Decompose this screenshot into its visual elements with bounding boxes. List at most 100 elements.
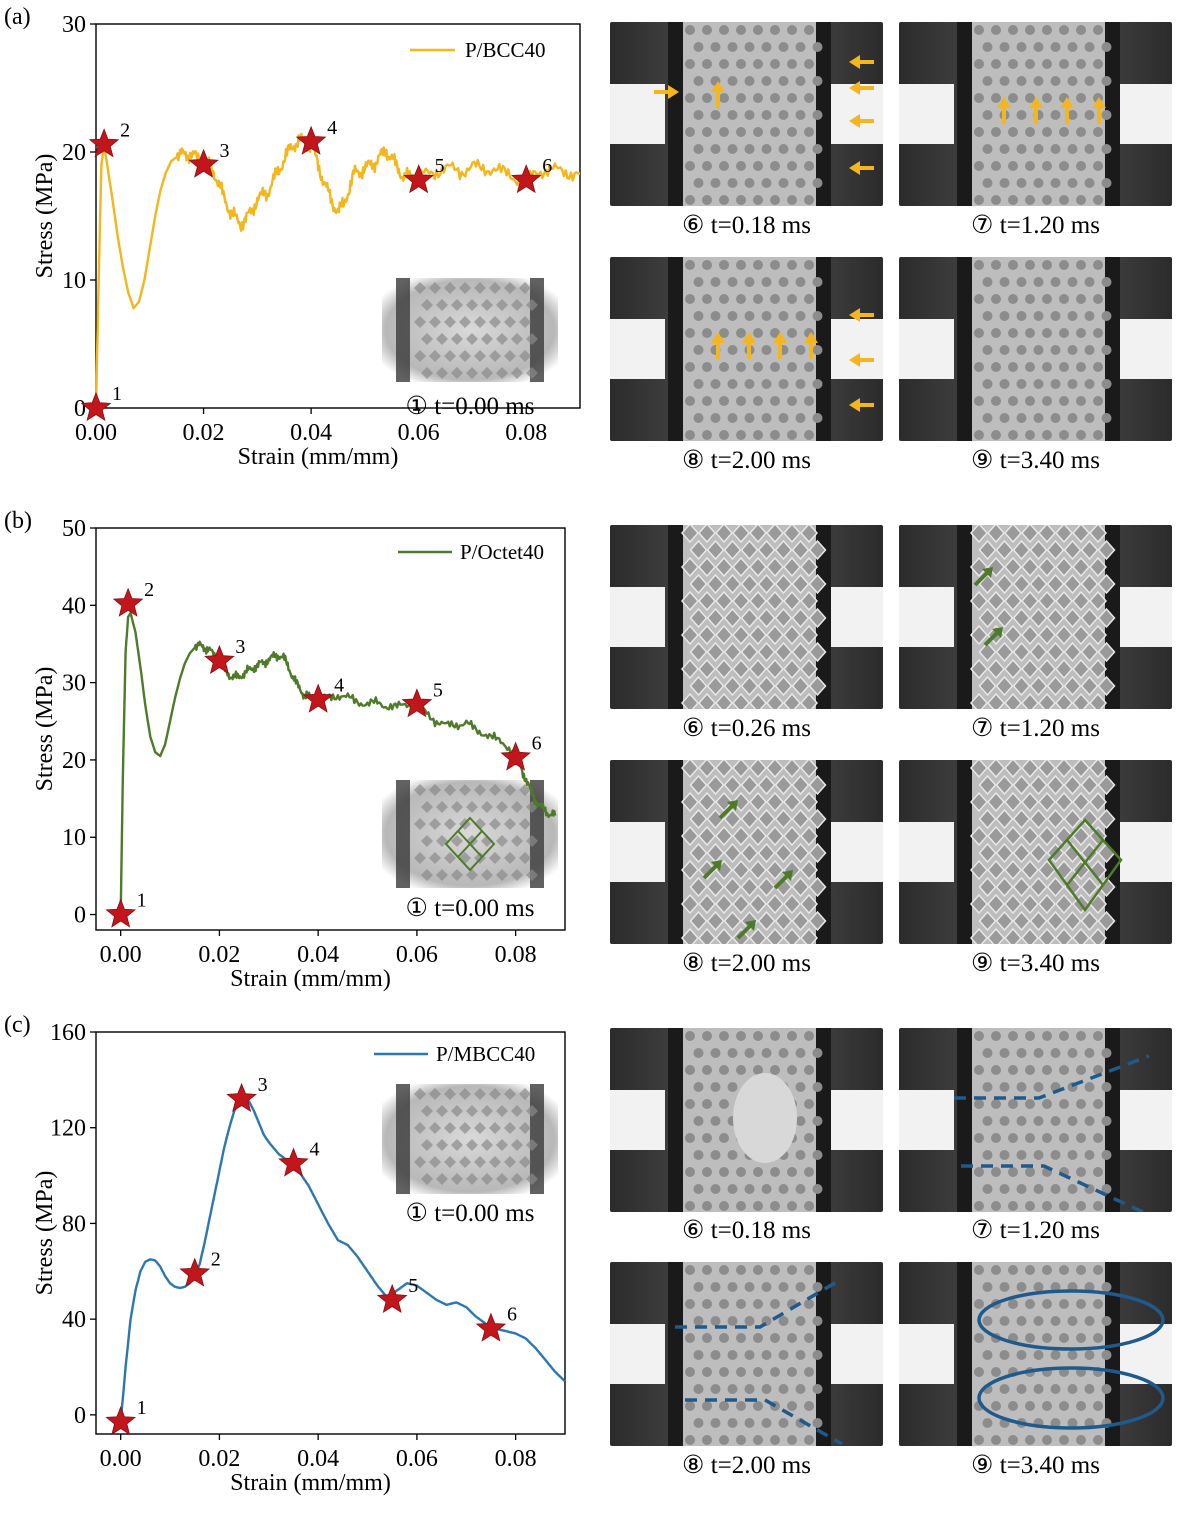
x-tick-label: 0.06 [396,942,438,968]
x-axis-label: Strain (mm/mm) [238,444,399,470]
frame-caption: ⑦ t=1.20 ms [971,715,1100,742]
stage-marker-4 [278,1147,309,1177]
camera-frame-c-6 [610,1028,883,1212]
y-axis-label: Stress (MPa) [32,1171,58,1296]
y-tick-label: 40 [62,1307,86,1333]
x-tick-label: 0.04 [297,942,339,968]
x-tick-label: 0.08 [495,942,537,968]
camera-frame-a-9 [899,257,1172,441]
stage-marker-1 [80,391,112,421]
stage-marker-label: 2 [144,579,154,601]
y-tick-label: 160 [50,1020,86,1046]
plot-frame [95,23,581,409]
plot-frame [95,1031,566,1435]
stage-marker-label: 5 [435,155,445,177]
x-tick-label: 0.00 [75,420,117,446]
series-line-p-bcc40 [94,132,581,409]
stage-marker-label: 4 [334,675,344,697]
stage-marker-3 [188,148,219,178]
stage-marker-label: 1 [137,1397,147,1419]
y-tick-label: 50 [62,516,86,542]
series-line-p-octet40 [119,611,557,915]
panel-label-b: (b) [4,508,32,534]
stage-marker-1 [105,1405,137,1436]
stage-marker-5 [376,1283,408,1313]
y-tick-label: 0 [74,1403,86,1429]
camera-frame-b-9 [899,760,1172,944]
frame-caption: ⑧ t=2.00 ms [682,950,811,977]
x-tick-label: 0.04 [290,420,332,446]
legend-label: P/BCC40 [465,38,546,62]
stage-marker-3 [204,644,235,674]
stage-marker-3 [226,1082,257,1112]
stage-marker-label: 3 [258,1074,268,1096]
stage-marker-4 [295,125,327,155]
y-axis-label: Stress (MPa) [32,667,58,792]
inset-caption: ① t=0.00 ms [406,393,535,420]
stage-marker-label: 6 [542,155,552,177]
camera-frame-a-7 [899,22,1172,206]
stage-marker-label: 2 [211,1249,221,1271]
stage-marker-label: 2 [120,119,130,141]
frame-caption: ⑥ t=0.26 ms [682,715,811,742]
y-tick-label: 30 [62,12,86,38]
panel-label-a: (a) [4,4,31,30]
y-tick-label: 30 [62,671,86,697]
frame-caption: ⑦ t=1.20 ms [971,212,1100,239]
x-tick-label: 0.00 [100,942,142,968]
stage-marker-label: 6 [532,733,542,755]
stage-marker-label: 5 [408,1275,418,1297]
camera-frame-c-7 [899,1028,1172,1212]
stage-marker-label: 5 [433,679,443,701]
x-tick-label: 0.06 [396,1446,438,1472]
specimen-inset-image [382,1084,558,1194]
y-tick-label: 20 [62,140,86,166]
frame-caption: ⑥ t=0.18 ms [682,1217,811,1244]
x-tick-label: 0.08 [505,420,547,446]
stage-marker-label: 3 [220,140,230,162]
panel-label-c: (c) [4,1012,31,1038]
y-tick-label: 80 [62,1211,86,1237]
y-axis-label: Stress (MPa) [32,154,58,279]
x-tick-label: 0.06 [398,420,440,446]
stress-strain-chart-bcc40: 0.00 0.02 0.04 0.06 0.08 0 10 20 30 Strain (mm/mm… [32,12,581,470]
x-tick-label: 0.04 [297,1446,339,1472]
camera-frame-b-7 [899,525,1172,709]
x-tick-label: 0.02 [198,942,240,968]
x-axis-label: Strain (mm/mm) [230,1470,391,1496]
stage-marker-6 [510,164,542,194]
x-tick-label: 0.00 [100,1446,142,1472]
frame-caption: ⑨ t=3.40 ms [971,447,1100,474]
y-tick-label: 20 [62,748,86,774]
frame-caption: ⑨ t=3.40 ms [971,950,1100,977]
stage-marker-label: 1 [112,383,122,405]
specimen-inset-image [382,780,558,888]
frame-caption: ⑧ t=2.00 ms [682,1452,811,1479]
inset-caption: ① t=0.00 ms [406,1200,535,1227]
stage-marker-6 [500,741,531,771]
stage-marker-label: 4 [327,117,337,139]
frame-caption: ⑨ t=3.40 ms [971,1452,1100,1479]
stress-strain-chart-octet40: 0.00 0.02 0.04 0.06 0.08 0 10 20 30 40 50 Strain (m… [32,516,566,992]
camera-frame-b-6 [610,525,883,709]
camera-frame-b-8 [610,760,883,944]
x-tick-label: 0.02 [198,1446,240,1472]
series-line-p-mbcc40 [119,1095,566,1423]
specimen-inset-image [382,278,558,382]
camera-frame-c-8 [610,1262,883,1446]
legend-label: P/Octet40 [460,540,544,564]
stage-marker-4 [302,683,334,713]
stage-marker-label: 4 [309,1139,319,1161]
stage-marker-1 [105,898,137,928]
stage-marker-2 [112,587,144,617]
y-tick-label: 120 [50,1116,86,1142]
stage-marker-label: 3 [235,636,245,658]
frame-caption: ⑥ t=0.18 ms [682,212,811,239]
x-tick-label: 0.02 [183,420,225,446]
frame-caption: ⑦ t=1.20 ms [971,1217,1100,1244]
frame-caption: ⑧ t=2.00 ms [682,447,811,474]
stage-marker-5 [403,164,434,194]
stage-marker-5 [401,688,433,718]
plot-frame [95,527,566,931]
stage-marker-label: 6 [507,1304,517,1326]
